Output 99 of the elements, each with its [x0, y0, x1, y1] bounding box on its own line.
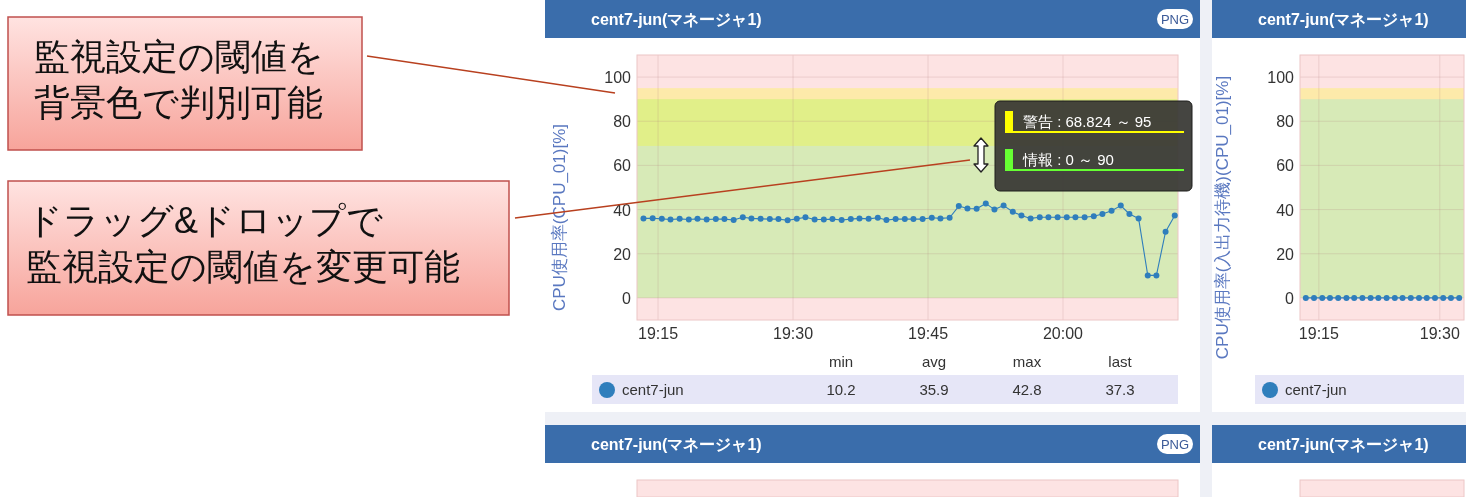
point [721, 216, 728, 223]
point [1144, 272, 1151, 279]
x-tick-label: 19:45 [907, 325, 949, 342]
point [1126, 211, 1133, 217]
y-axis-title: CPU使用率(CPU_01)[%] [550, 123, 569, 312]
x-tick-label: 20:00 [1042, 325, 1084, 342]
point [1027, 215, 1034, 222]
point [1072, 214, 1079, 221]
band-label: 情報 : 0 ～ 90 [1022, 151, 1114, 168]
text: 10.2 [826, 381, 856, 398]
point [937, 215, 944, 222]
y-tick-label: 0 [622, 289, 632, 307]
point [973, 205, 980, 212]
point [991, 206, 998, 213]
point [1162, 228, 1169, 235]
y-tick-label: 40 [613, 201, 632, 219]
point [892, 216, 899, 223]
point [820, 216, 827, 223]
point [874, 214, 881, 221]
chart-title: cent7-jun(マネージャ1) [1258, 11, 1429, 28]
y-tick-label: 80 [1276, 113, 1295, 131]
text: max [1012, 353, 1042, 370]
point [757, 215, 764, 222]
y-tick-label: 20 [1276, 245, 1295, 263]
point [811, 216, 818, 223]
x-tick-label: 19:15 [1298, 325, 1339, 342]
point [802, 214, 809, 221]
point [1117, 202, 1124, 209]
y-tick-label: 80 [613, 113, 632, 131]
point [1081, 214, 1088, 221]
y-axis-title: CPU使用率(入出力待機)(CPU_01)[%] [1213, 75, 1232, 360]
text: last [1108, 353, 1133, 370]
text: 42.8 [1012, 381, 1042, 398]
point [955, 203, 962, 210]
point [685, 216, 692, 223]
point [901, 216, 908, 223]
point [649, 215, 656, 222]
point [1018, 212, 1025, 219]
point [712, 216, 719, 223]
point [766, 216, 773, 223]
text: 監視設定の閾値を背景色で判別可能 [34, 35, 324, 123]
y-tick-label: 60 [1276, 157, 1295, 175]
point [910, 216, 917, 223]
x-tick-label: 19:30 [1419, 325, 1460, 342]
y-tick-label: 0 [1285, 289, 1295, 307]
point [883, 216, 890, 223]
legend-label: cent7-jun [622, 381, 684, 398]
point [829, 216, 836, 223]
y-tick-label: 100 [604, 69, 632, 87]
point [856, 215, 863, 222]
text: 35.9 [919, 381, 949, 398]
y-tick-label: 20 [613, 245, 632, 263]
point [784, 217, 791, 224]
point [739, 214, 746, 221]
text: avg [921, 353, 947, 370]
band-label: 警告 : 68.824 ～ 95 [1023, 113, 1152, 130]
legend-label: cent7-jun [1285, 381, 1347, 398]
point [658, 215, 665, 222]
point [865, 215, 872, 222]
text: cent7-jun(マネージャ1) [591, 436, 762, 453]
text: ドラッグ&ドロップで監視設定の閾値を変更可能 [26, 200, 460, 287]
point [838, 216, 845, 223]
text: min [828, 353, 854, 370]
point [667, 216, 674, 223]
point [1099, 211, 1106, 217]
point [919, 216, 926, 223]
y-tick-label: 100 [1267, 69, 1295, 87]
point [1036, 214, 1043, 221]
point [1153, 272, 1160, 279]
x-tick-label: 19:15 [638, 325, 679, 342]
text: cent7-jun(マネージャ1) [1258, 436, 1429, 453]
point [730, 216, 737, 223]
point [1054, 214, 1061, 221]
x-tick-label: 19:30 [773, 325, 814, 342]
point [748, 215, 755, 222]
point [640, 215, 647, 222]
point [946, 214, 953, 221]
point [1000, 202, 1007, 209]
point [1135, 215, 1142, 222]
point [847, 216, 854, 223]
point [676, 215, 683, 222]
point [1009, 208, 1016, 215]
y-tick-label: 40 [1276, 201, 1295, 219]
text: 37.3 [1105, 381, 1135, 398]
point [1171, 212, 1178, 219]
point [1045, 214, 1052, 221]
point [982, 200, 989, 207]
point [703, 216, 710, 223]
point [1090, 213, 1097, 220]
point [1063, 214, 1070, 221]
point [964, 205, 971, 212]
point [694, 215, 701, 222]
point [793, 215, 800, 222]
point [1108, 207, 1115, 214]
point [775, 216, 782, 223]
chart-title: cent7-jun(マネージャ1) [591, 11, 762, 28]
point [928, 214, 935, 221]
y-tick-label: 60 [613, 157, 632, 175]
tooltip: 警告 : 68.824 ～ 95 情報 : 0 ～ 90 [994, 100, 1193, 192]
